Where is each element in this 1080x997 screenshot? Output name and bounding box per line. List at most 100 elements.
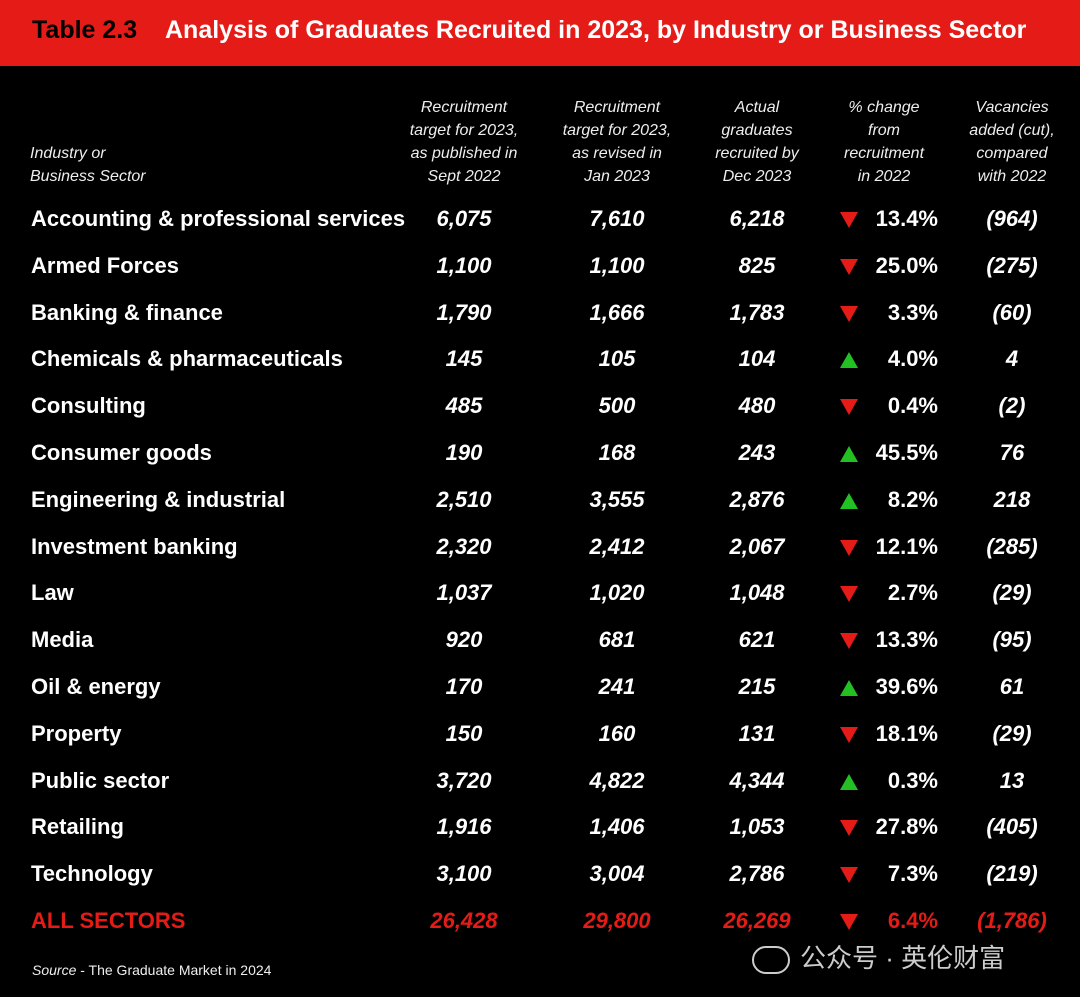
cell-sept-target: 3,720 bbox=[436, 767, 492, 793]
cell-sector: Public sector bbox=[31, 767, 170, 793]
cell-vacancies: 13 bbox=[999, 767, 1025, 793]
cell-jan-target: 160 bbox=[598, 720, 636, 746]
cell-jan-target: 168 bbox=[598, 440, 636, 465]
cell-actual: 2,067 bbox=[729, 533, 785, 559]
cell-vacancies: (1,786) bbox=[977, 908, 1047, 933]
cell-pct-change: 13.4% bbox=[875, 206, 938, 231]
source-text: - The Graduate Market in 2024 bbox=[76, 962, 272, 978]
header-actual: Actual graduates recruited by Dec 2023 bbox=[715, 99, 799, 185]
cell-vacancies: (29) bbox=[992, 720, 1032, 746]
cell-sector: Chemicals & pharmaceuticals bbox=[31, 346, 343, 372]
table-row: Law 1,037 1,020 1,048 (29) 2.7% bbox=[0, 570, 1080, 616]
cell-jan-target: 1,020 bbox=[589, 580, 645, 606]
table-row: Public sector 3,720 4,822 4,344 13 0.3% bbox=[0, 758, 1080, 804]
triangle-up-icon bbox=[840, 446, 858, 462]
cell-sector: Property bbox=[31, 720, 122, 746]
cell-sept-target: 6,075 bbox=[436, 206, 492, 231]
cell-sept-target: 485 bbox=[445, 393, 483, 419]
cell-vacancies: (29) bbox=[992, 580, 1032, 606]
cell-pct-change: 45.5% bbox=[875, 440, 938, 465]
cell-pct-change: 0.3% bbox=[887, 767, 938, 793]
cell-actual: 1,048 bbox=[729, 580, 785, 606]
cell-vacancies: (285) bbox=[986, 533, 1038, 559]
table-row: Property 150 160 131 (29) 18.1% bbox=[0, 711, 1080, 757]
cell-jan-target: 105 bbox=[598, 346, 636, 372]
cell-sector: Banking & finance bbox=[31, 299, 223, 325]
cell-pct-change: 4.0% bbox=[887, 346, 938, 372]
cell-actual: 1,783 bbox=[729, 299, 785, 325]
triangle-down-icon bbox=[840, 539, 858, 556]
table-row: Retailing 1,916 1,406 1,053 (405) 27.8% bbox=[0, 804, 1080, 850]
cell-pct-change: 7.3% bbox=[887, 861, 938, 887]
cell-pct-change: 3.3% bbox=[887, 299, 938, 325]
table-title: Analysis of Graduates Recruited in 2023,… bbox=[165, 16, 1027, 44]
cell-sector: Consulting bbox=[31, 393, 146, 419]
cell-vacancies: (275) bbox=[986, 252, 1038, 278]
cell-pct-change: 2.7% bbox=[887, 580, 938, 606]
triangle-up-icon bbox=[840, 352, 858, 369]
watermark-text: 公众号 · 英伦财富 bbox=[800, 943, 1006, 973]
triangle-down-icon bbox=[840, 258, 858, 275]
cell-sector: Investment banking bbox=[31, 533, 238, 559]
cell-jan-target: 1,100 bbox=[589, 252, 645, 278]
cell-jan-target: 3,004 bbox=[589, 861, 645, 887]
triangle-down-icon bbox=[840, 820, 858, 837]
cell-sept-target: 1,037 bbox=[436, 580, 492, 606]
cell-sector: Consumer goods bbox=[31, 440, 212, 465]
triangle-down-icon bbox=[840, 399, 858, 416]
cell-sept-target: 26,428 bbox=[430, 908, 498, 933]
table-row: Accounting & professional services 6,075 7… bbox=[0, 196, 1080, 242]
triangle-up-icon bbox=[840, 492, 858, 509]
header-jan-target: Recruitment target for 2023, as revised … bbox=[562, 99, 672, 185]
cell-jan-target: 29,800 bbox=[583, 908, 651, 933]
cell-sector: Accounting & professional services bbox=[31, 206, 406, 231]
triangle-up-icon bbox=[840, 773, 858, 790]
total-row: ALL SECTORS 26,428 29,800 26,269 (1,786) 6.4% bbox=[0, 898, 1080, 944]
cell-pct-change: 39.6% bbox=[875, 674, 938, 699]
table-row: Consumer goods 190 168 243 76 45.5% bbox=[0, 430, 1080, 476]
cell-actual: 1,053 bbox=[729, 814, 785, 840]
cell-vacancies: (2) bbox=[998, 393, 1026, 419]
cell-vacancies: 61 bbox=[999, 674, 1025, 699]
cell-sector: Retailing bbox=[31, 814, 124, 840]
header-sept-target: Recruitment target for 2023, as publishe… bbox=[409, 99, 519, 185]
table-row: Consulting 485 500 480 (2) 0.4% bbox=[0, 383, 1080, 429]
cell-vacancies: (405) bbox=[986, 814, 1038, 840]
watermark: 公众号 · 英伦财富 bbox=[752, 938, 1005, 975]
cell-pct-change: 18.1% bbox=[875, 720, 938, 746]
cell-sept-target: 150 bbox=[445, 720, 483, 746]
wechat-icon bbox=[752, 946, 790, 975]
cell-actual: 621 bbox=[738, 627, 776, 653]
triangle-down-icon bbox=[840, 586, 858, 603]
table-row: Chemicals & pharmaceuticals 145 105 104 4 4.0… bbox=[0, 336, 1080, 382]
cell-sector: ALL SECTORS bbox=[31, 908, 186, 933]
cell-sept-target: 1,790 bbox=[436, 299, 492, 325]
title-bar: Table 2.3 Analysis of Graduates Recruite… bbox=[0, 0, 1080, 66]
cell-jan-target: 1,666 bbox=[589, 299, 645, 325]
cell-vacancies: 218 bbox=[993, 486, 1031, 512]
cell-actual: 4,344 bbox=[729, 767, 785, 793]
table-row: Oil & energy 170 241 215 61 39.6% bbox=[0, 664, 1080, 710]
header-vacancies: Vacancies added (cut), compared with 202… bbox=[969, 99, 1055, 185]
table-number: Table 2.3 bbox=[32, 16, 138, 44]
cell-sept-target: 1,916 bbox=[436, 814, 492, 840]
cell-pct-change: 13.3% bbox=[875, 627, 938, 653]
cell-pct-change: 12.1% bbox=[875, 533, 938, 559]
cell-pct-change: 8.2% bbox=[887, 486, 938, 512]
cell-sector: Engineering & industrial bbox=[31, 486, 286, 512]
triangle-down-icon bbox=[840, 867, 858, 884]
triangle-down-icon bbox=[840, 914, 858, 930]
cell-jan-target: 7,610 bbox=[589, 206, 645, 231]
cell-jan-target: 1,406 bbox=[589, 814, 645, 840]
table-row: Technology 3,100 3,004 2,786 (219) 7.3% bbox=[0, 851, 1080, 897]
cell-sector: Oil & energy bbox=[31, 674, 161, 699]
cell-sept-target: 3,100 bbox=[436, 861, 492, 887]
table-row: Media 920 681 621 (95) 13.3% bbox=[0, 617, 1080, 663]
cell-jan-target: 241 bbox=[598, 674, 636, 699]
table-row: Engineering & industrial 2,510 3,555 2,876 2… bbox=[0, 477, 1080, 523]
cell-sector: Technology bbox=[31, 861, 153, 887]
cell-actual: 480 bbox=[738, 393, 776, 419]
cell-sept-target: 190 bbox=[445, 440, 483, 465]
cell-jan-target: 2,412 bbox=[589, 533, 645, 559]
cell-sept-target: 170 bbox=[445, 674, 483, 699]
